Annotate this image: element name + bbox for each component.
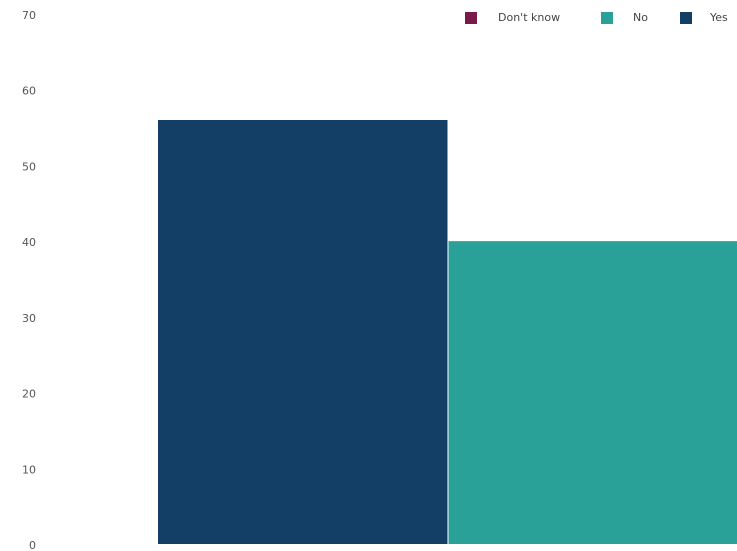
y-axis: 0 10 20 30 40 50 60 70 — [22, 9, 36, 551]
y-tick-label: 60 — [22, 85, 36, 98]
y-tick-label: 70 — [22, 9, 36, 22]
y-tick-label: 50 — [22, 160, 36, 173]
legend: Don't know No Yes — [465, 11, 728, 24]
y-tick-label: 40 — [22, 236, 36, 249]
bar-yes — [158, 120, 448, 544]
legend-label-yes: Yes — [709, 11, 728, 24]
legend-label-no: No — [633, 11, 648, 24]
bar-no — [448, 241, 737, 544]
bars — [158, 120, 737, 544]
y-tick-label: 30 — [22, 312, 36, 325]
y-tick-label: 10 — [22, 463, 36, 476]
legend-swatch-yes — [680, 12, 692, 24]
y-tick-label: 20 — [22, 388, 36, 401]
legend-swatch-don-t-know — [465, 12, 477, 24]
y-tick-label: 0 — [29, 539, 36, 551]
legend-label-don-t-know: Don't know — [498, 11, 560, 24]
legend-swatch-no — [601, 12, 613, 24]
